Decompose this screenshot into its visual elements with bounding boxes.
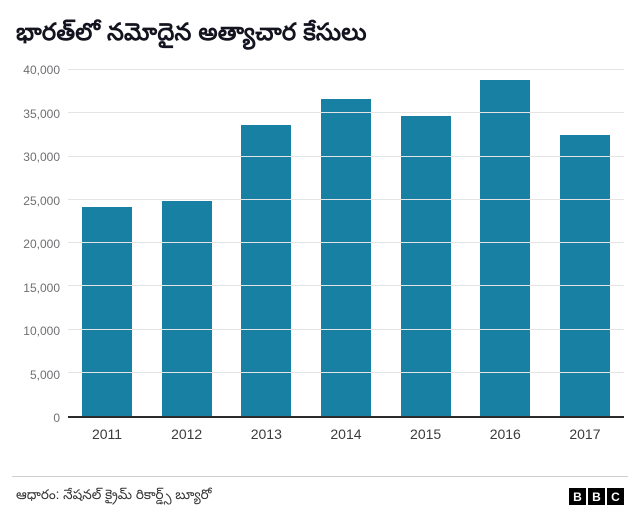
y-tick-label: 0 xyxy=(53,411,60,425)
bar xyxy=(241,124,292,416)
gridline xyxy=(68,198,624,200)
source-text: ఆధారం: నేషనల్ క్రైమ్ రికార్డ్స్ బ్యూరో xyxy=(16,487,212,502)
y-tick-label: 30,000 xyxy=(23,150,60,164)
bars-container xyxy=(68,70,624,416)
gridline xyxy=(68,112,624,114)
gridline xyxy=(68,155,624,157)
y-axis: 0 5,000 10,000 15,000 20,000 25,000 30,000 35,0… xyxy=(12,63,68,425)
gridline xyxy=(68,328,624,330)
bar xyxy=(82,206,132,416)
bbc-logo-block: B xyxy=(588,488,605,505)
x-tick-label: 2012 xyxy=(171,426,203,442)
footer: ఆధారం: నేషనల్ క్రైమ్ రికార్డ్స్ బ్యూరో B… xyxy=(12,476,628,506)
y-tick-label: 40,000 xyxy=(23,63,60,77)
bar xyxy=(320,98,371,416)
bbc-logo-block: C xyxy=(607,488,624,505)
gridline xyxy=(68,371,624,373)
y-tick-label: 35,000 xyxy=(23,106,60,121)
bar xyxy=(480,79,531,416)
y-tick-label: 25,000 xyxy=(23,193,60,208)
y-tick-label: 10,000 xyxy=(23,324,60,338)
gridline xyxy=(68,69,624,70)
bbc-logo-block: B xyxy=(569,488,586,505)
x-tick-label: 2011 xyxy=(91,426,123,442)
x-tick-label: 2014 xyxy=(330,426,362,442)
y-tick-label: 15,000 xyxy=(23,280,60,295)
gridline xyxy=(68,285,624,287)
y-tick-label: 20,000 xyxy=(23,237,60,251)
bar xyxy=(400,116,451,416)
x-tick-label: 2017 xyxy=(569,426,601,442)
gridline xyxy=(68,242,624,243)
x-tick-label: 2016 xyxy=(489,426,521,442)
x-tick-label: 2015 xyxy=(410,426,442,442)
bar xyxy=(161,200,212,416)
plot-area xyxy=(68,69,624,418)
bar xyxy=(559,134,610,416)
bar-chart: 0 5,000 10,000 15,000 20,000 25,000 30,000 35,0… xyxy=(12,63,624,425)
x-tick-label: 2013 xyxy=(250,426,282,442)
x-axis: 2011 2012 2013 2014 2015 2016 2017 xyxy=(68,426,624,442)
y-tick-label: 5,000 xyxy=(29,367,60,382)
chart-title: భారత్‌లో నమోదైన అత్యాచార కేసులు xyxy=(16,19,367,46)
